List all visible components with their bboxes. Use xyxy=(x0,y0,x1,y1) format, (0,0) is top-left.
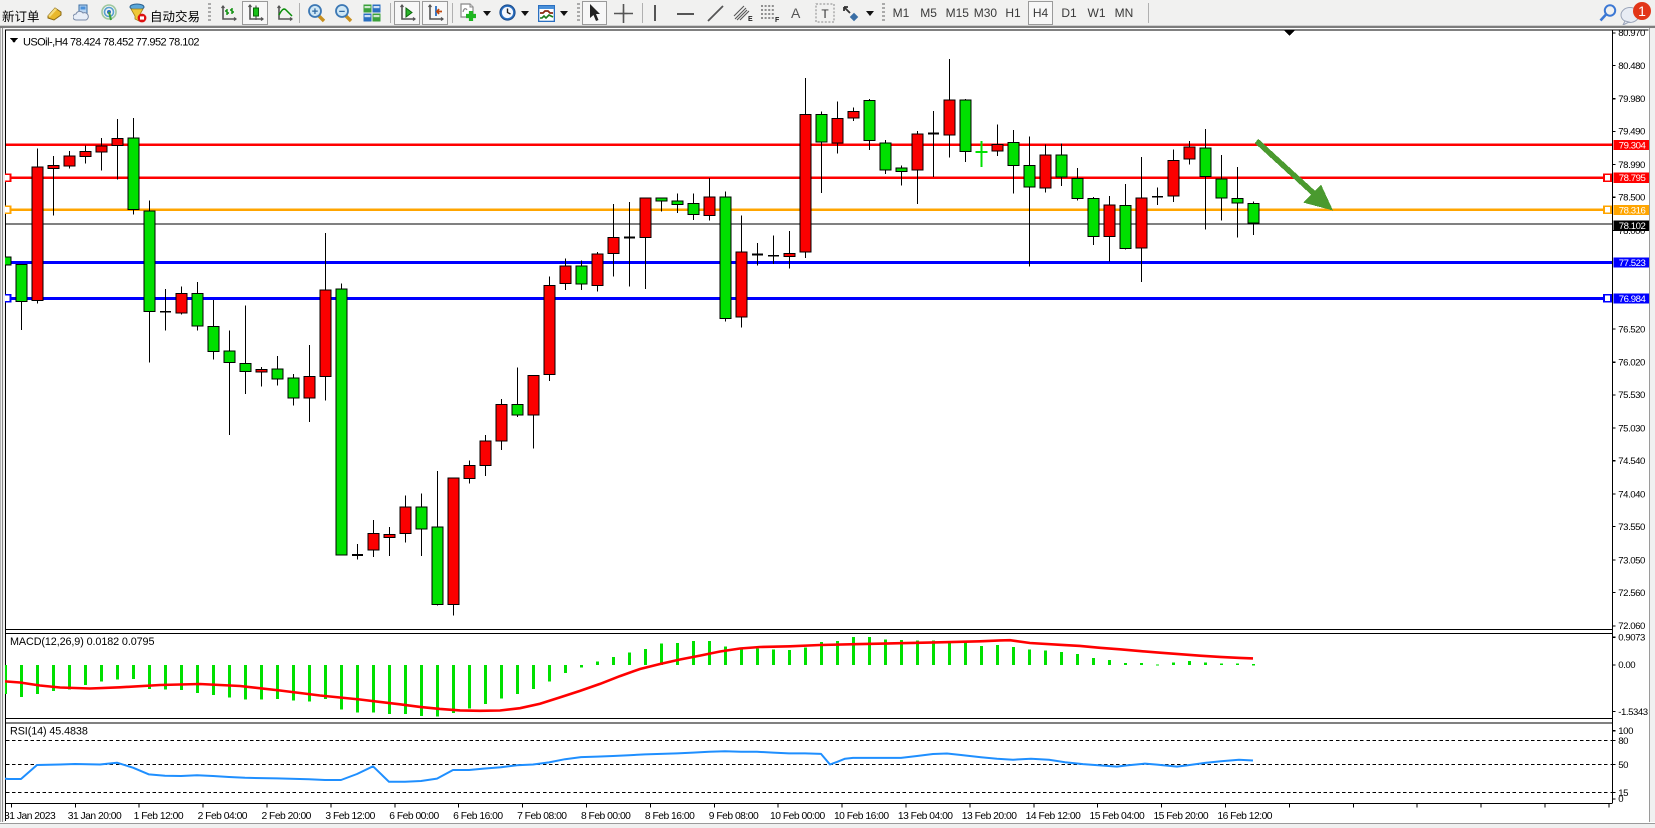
svg-text:2 Feb 20:00: 2 Feb 20:00 xyxy=(261,811,311,822)
svg-text:15 Feb 04:00: 15 Feb 04:00 xyxy=(1090,811,1145,822)
svg-text:76.020: 76.020 xyxy=(1618,358,1645,369)
svg-text:F: F xyxy=(775,17,780,23)
svg-text:E: E xyxy=(748,16,753,23)
svg-text:10 Feb 16:00: 10 Feb 16:00 xyxy=(834,811,889,822)
svg-text:16 Feb 12:00: 16 Feb 12:00 xyxy=(1217,811,1272,822)
svg-text:78.990: 78.990 xyxy=(1618,160,1645,171)
svg-text:78.000: 78.000 xyxy=(1618,226,1645,237)
svg-text:10 Feb 00:00: 10 Feb 00:00 xyxy=(770,811,825,822)
svg-text:7 Feb 08:00: 7 Feb 08:00 xyxy=(517,811,567,822)
svg-text:6 Feb 16:00: 6 Feb 16:00 xyxy=(453,811,503,822)
svg-text:74.540: 74.540 xyxy=(1618,456,1645,467)
svg-text:2 Feb 04:00: 2 Feb 04:00 xyxy=(198,811,248,822)
svg-text:78.500: 78.500 xyxy=(1618,193,1645,204)
svg-text:80: 80 xyxy=(1618,736,1628,747)
svg-text:72.060: 72.060 xyxy=(1618,621,1645,632)
svg-text:79.304: 79.304 xyxy=(1619,140,1647,151)
svg-text:0: 0 xyxy=(1618,794,1623,805)
svg-text:78.316: 78.316 xyxy=(1619,205,1646,216)
svg-text:76.984: 76.984 xyxy=(1619,294,1647,305)
svg-text:0.9073: 0.9073 xyxy=(1618,633,1645,644)
svg-text:78.795: 78.795 xyxy=(1619,173,1646,184)
svg-text:80.480: 80.480 xyxy=(1618,61,1645,72)
svg-text:74.040: 74.040 xyxy=(1618,489,1645,500)
svg-text:31 Jan 2023: 31 Jan 2023 xyxy=(4,811,56,822)
svg-text:76.520: 76.520 xyxy=(1618,324,1645,335)
svg-text:-1.5343: -1.5343 xyxy=(1618,707,1648,718)
svg-text:+: + xyxy=(312,6,318,18)
svg-text:78.102: 78.102 xyxy=(1619,221,1646,232)
svg-text:−: − xyxy=(339,6,345,18)
svg-text:9 Feb 08:00: 9 Feb 08:00 xyxy=(709,811,759,822)
svg-text:13 Feb 20:00: 13 Feb 20:00 xyxy=(962,811,1017,822)
svg-text:50: 50 xyxy=(1618,760,1628,771)
svg-text:79.490: 79.490 xyxy=(1618,127,1645,138)
svg-text:14 Feb 12:00: 14 Feb 12:00 xyxy=(1026,811,1081,822)
svg-text:T: T xyxy=(821,7,829,21)
svg-text:13 Feb 04:00: 13 Feb 04:00 xyxy=(898,811,953,822)
svg-text:0.00: 0.00 xyxy=(1618,660,1635,671)
svg-text:RSI(14) 45.4838: RSI(14) 45.4838 xyxy=(10,726,88,738)
svg-text:31 Jan 20:00: 31 Jan 20:00 xyxy=(68,811,122,822)
svg-text:100: 100 xyxy=(1618,726,1633,737)
svg-text:8 Feb 00:00: 8 Feb 00:00 xyxy=(581,811,631,822)
svg-text:3 Feb 12:00: 3 Feb 12:00 xyxy=(325,811,375,822)
svg-text:USOil-,H4 78.424 78.452 77.95: USOil-,H4 78.424 78.452 77.952 78.102 xyxy=(23,36,199,48)
svg-text:80.970: 80.970 xyxy=(1618,28,1645,39)
svg-text:15 Feb 20:00: 15 Feb 20:00 xyxy=(1153,811,1208,822)
svg-text:75.530: 75.530 xyxy=(1618,390,1645,401)
svg-text:79.980: 79.980 xyxy=(1618,94,1645,105)
svg-text:6 Feb 00:00: 6 Feb 00:00 xyxy=(389,811,439,822)
svg-text:72.560: 72.560 xyxy=(1618,588,1645,599)
svg-text:77.523: 77.523 xyxy=(1619,258,1646,269)
svg-text:73.050: 73.050 xyxy=(1618,555,1645,566)
svg-text:15: 15 xyxy=(1618,788,1628,799)
svg-text:MACD(12,26,9) 0.0182 0.0795: MACD(12,26,9) 0.0182 0.0795 xyxy=(10,636,154,648)
svg-text:73.550: 73.550 xyxy=(1618,522,1645,533)
svg-text:8 Feb 16:00: 8 Feb 16:00 xyxy=(645,811,695,822)
svg-text:1: 1 xyxy=(1638,3,1646,19)
svg-text:75.030: 75.030 xyxy=(1618,424,1645,435)
svg-text:1 Feb 12:00: 1 Feb 12:00 xyxy=(134,811,184,822)
